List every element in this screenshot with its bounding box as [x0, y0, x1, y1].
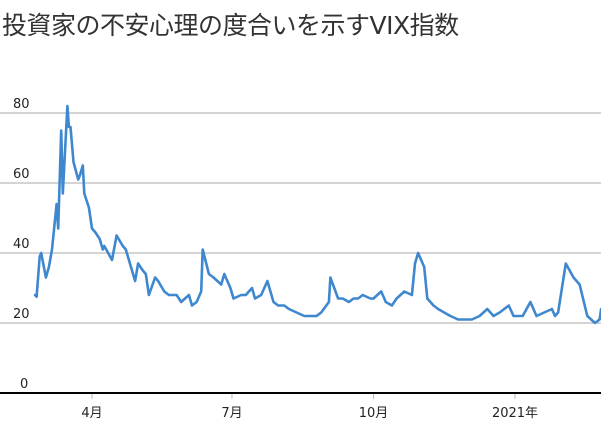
- chart-title: 投資家の不安心理の度合いを示すVIX指数: [2, 11, 459, 40]
- x-axis-ticks: 4月 7月 10月 2021年: [81, 394, 538, 421]
- gridlines: [0, 112, 601, 324]
- y-tick-label: 0: [20, 377, 28, 392]
- y-tick-label: 40: [13, 237, 30, 252]
- y-tick-label: 20: [13, 307, 30, 322]
- x-tick-label: 4月: [81, 406, 102, 421]
- x-tick-label: 7月: [221, 406, 242, 421]
- x-tick-label: 10月: [359, 406, 389, 421]
- y-axis-ticks: 0 20 40 60 80: [13, 97, 30, 392]
- vix-series-line: [33, 104, 601, 325]
- y-tick-label: 60: [13, 167, 30, 182]
- y-tick-label: 80: [13, 97, 30, 112]
- x-tick-label: 2021年: [492, 406, 538, 421]
